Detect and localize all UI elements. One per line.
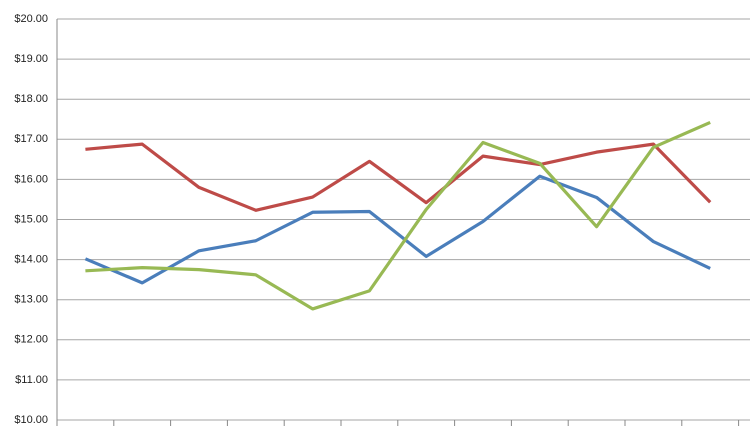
y-tick-label: $20.00 [14, 13, 48, 25]
series-line [84, 174, 711, 285]
y-tick-label: $16.00 [14, 173, 48, 185]
y-tick-label: $12.00 [14, 334, 48, 346]
y-tick-label: $18.00 [14, 93, 48, 105]
y-tick-label: $17.00 [14, 133, 48, 145]
series-line [85, 120, 711, 311]
y-tick-label: $13.00 [14, 294, 48, 306]
y-tick-label: $19.00 [14, 53, 48, 65]
y-tick-label: $14.00 [14, 254, 48, 266]
series-line [85, 142, 712, 212]
y-tick-label: $15.00 [14, 213, 48, 225]
y-tick-label: $11.00 [15, 374, 48, 386]
y-tick-label: $10.00 [14, 414, 48, 426]
